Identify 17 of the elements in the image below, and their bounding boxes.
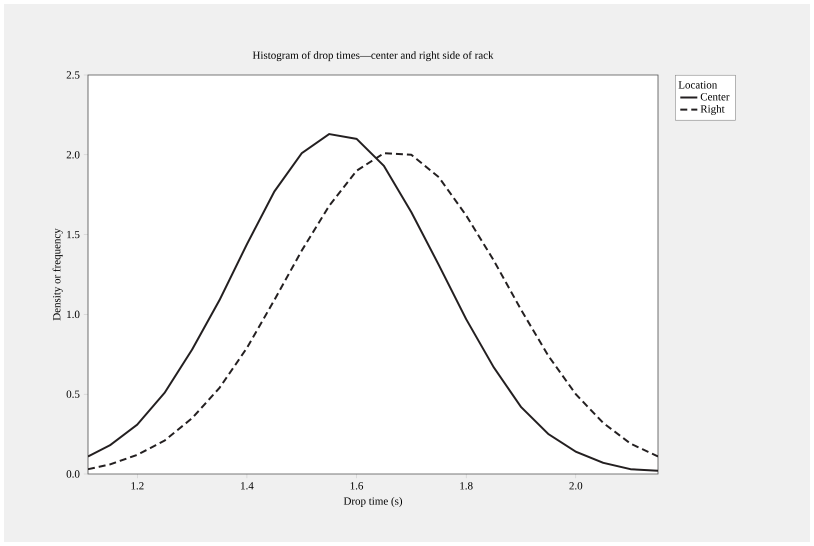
x-axis-title: Drop time (s)	[344, 497, 402, 507]
chart-title: Histogram of drop times—center and right side of rack	[252, 51, 494, 62]
x-tick-label: 1.2	[131, 482, 144, 490]
y-tick-label: 0.0	[66, 470, 80, 478]
legend-title: Location	[678, 81, 718, 89]
y-tick-label: 1.0	[67, 310, 80, 318]
legend-label: Center	[700, 93, 730, 100]
legend-label: Right	[700, 104, 725, 115]
x-tick-label: 2.0	[569, 482, 582, 490]
y-tick-label: 1.5	[67, 230, 80, 238]
y-tick-label: 0.5	[66, 390, 80, 398]
y-axis-title: Density or frequency	[52, 228, 63, 320]
x-tick-label: 1.6	[350, 482, 364, 490]
y-tick-label: 2.5	[66, 71, 80, 79]
x-tick-label: 1.8	[460, 482, 473, 490]
x-tick-label: 1.4	[241, 482, 254, 490]
y-tick-label: 2.0	[66, 151, 80, 159]
